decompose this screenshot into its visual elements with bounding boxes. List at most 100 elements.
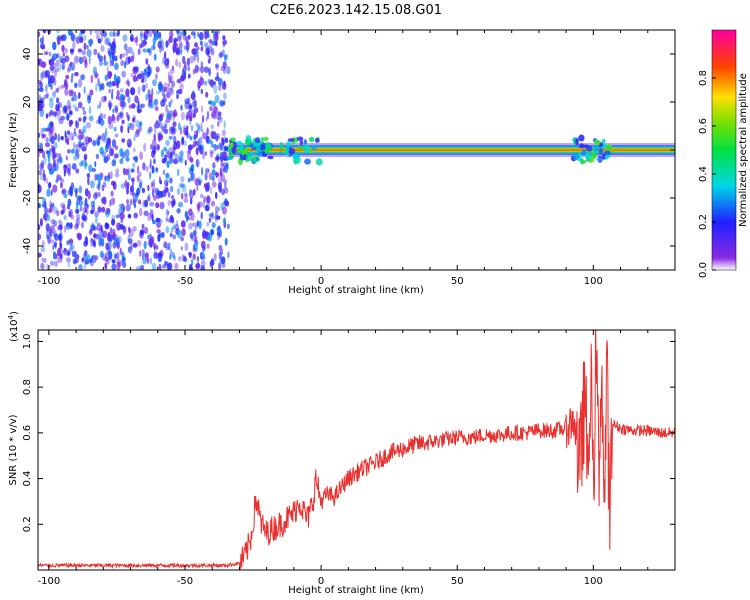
noise-speckle (193, 99, 197, 109)
noise-speckle (178, 201, 183, 208)
noise-speckle (121, 138, 125, 143)
noise-speckle (165, 217, 168, 222)
noise-speckle (146, 73, 149, 79)
noise-speckle (124, 180, 128, 187)
noise-speckle (172, 234, 176, 240)
noise-speckle (165, 63, 170, 69)
noise-speckle (128, 228, 134, 238)
noise-speckle (67, 261, 70, 268)
noise-speckle (209, 105, 213, 112)
noise-speckle (180, 220, 186, 228)
noise-speckle (136, 239, 142, 247)
noise-speckle (134, 194, 138, 203)
noise-speckle (153, 53, 157, 61)
spectrogram-panel: -100 -50 0 50 100 -40 -20 0 20 40 Height of stra… (8, 29, 676, 296)
noise-speckle (57, 247, 61, 257)
noise-speckle (163, 158, 167, 164)
carrier-blob (299, 140, 304, 146)
noise-speckle (95, 153, 100, 160)
noise-speckle (105, 252, 108, 261)
noise-speckle (49, 125, 53, 135)
noise-speckle (130, 168, 135, 173)
colorbar-tick-label: 0.6 (698, 118, 709, 134)
noise-speckle (187, 34, 191, 40)
noise-speckle (209, 40, 213, 48)
noise-speckle (171, 195, 175, 200)
noise-speckle (79, 36, 84, 43)
noise-speckle (169, 87, 174, 96)
noise-speckle (53, 206, 58, 214)
noise-speckle (94, 255, 99, 260)
noise-speckle (220, 172, 223, 177)
y-tick-label: 0 (22, 147, 33, 153)
noise-speckle (101, 184, 105, 192)
noise-speckle (45, 113, 49, 119)
noise-speckle (222, 42, 225, 48)
noise-speckle (200, 211, 203, 220)
noise-speckle (51, 61, 57, 70)
noise-speckle (194, 225, 198, 231)
colorbar-tick-label: 0.8 (698, 70, 709, 86)
noise-speckle (132, 147, 136, 153)
noise-speckle (204, 80, 208, 86)
carrier-blob (245, 138, 253, 146)
noise-speckle (41, 61, 47, 68)
noise-speckle (89, 228, 93, 235)
noise-speckle (38, 94, 42, 101)
noise-speckle (83, 86, 86, 94)
noise-speckle (199, 40, 203, 46)
noise-speckle (159, 121, 163, 129)
noise-speckle (161, 126, 165, 132)
noise-speckle (122, 34, 128, 42)
noise-speckle (119, 100, 125, 108)
noise-speckle (139, 178, 143, 187)
noise-speckle (197, 31, 200, 38)
noise-speckle (187, 73, 191, 79)
noise-speckle (67, 104, 72, 112)
carrier-blob (573, 152, 580, 161)
carrier-blob (252, 158, 258, 164)
noise-speckle (90, 238, 94, 242)
noise-speckle (38, 152, 41, 158)
noise-speckle (55, 59, 60, 68)
noise-speckle (137, 73, 142, 80)
noise-speckle (188, 104, 193, 110)
noise-speckle (198, 144, 203, 152)
noise-speckle (84, 162, 88, 168)
snr-y-multiplier: (x104) (7, 311, 20, 342)
noise-speckle (196, 46, 200, 51)
noise-speckle (114, 145, 119, 151)
noise-speckle (105, 208, 111, 213)
noise-speckle (136, 187, 141, 195)
y-tick-label: 0.4 (22, 471, 33, 487)
x-tick-label: 0 (318, 276, 324, 287)
noise-speckle (93, 233, 97, 239)
noise-speckle (117, 31, 120, 37)
noise-speckle (61, 189, 67, 195)
noise-speckle (71, 135, 74, 141)
noise-speckle (112, 181, 116, 190)
noise-speckle (156, 221, 161, 228)
noise-speckle (93, 192, 98, 200)
noise-speckle (151, 87, 154, 97)
noise-speckle (172, 224, 176, 230)
noise-speckle (156, 229, 161, 234)
noise-speckle (142, 48, 147, 53)
noise-speckle (63, 193, 68, 198)
spectrogram-y-axis-label: Frequency (Hz) (8, 112, 19, 188)
noise-speckle (97, 38, 102, 44)
noise-speckle (188, 252, 192, 259)
noise-speckle (73, 131, 77, 137)
noise-speckle (201, 150, 206, 160)
noise-speckle (205, 168, 210, 174)
noise-speckle (52, 43, 57, 50)
noise-speckle (100, 45, 105, 52)
noise-speckle (50, 69, 55, 74)
noise-speckle (49, 231, 53, 238)
noise-speckle (167, 191, 171, 198)
noise-speckle (60, 115, 66, 121)
noise-speckle (90, 180, 95, 189)
noise-speckle (50, 239, 55, 244)
noise-speckle (88, 115, 94, 122)
noise-speckle (142, 84, 146, 93)
